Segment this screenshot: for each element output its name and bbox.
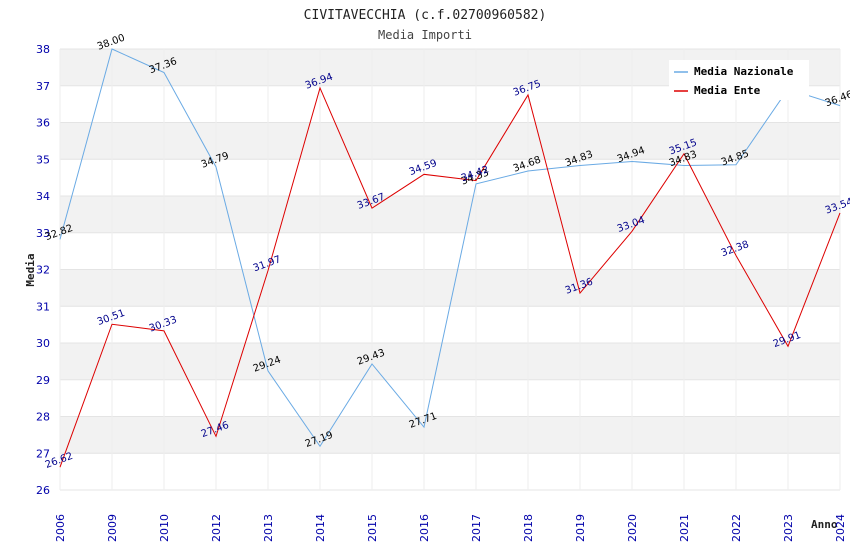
x-tick-label: 2012 xyxy=(210,514,223,542)
y-tick-label: 34 xyxy=(36,190,50,203)
y-tick-label: 28 xyxy=(36,411,50,424)
y-tick-label: 29 xyxy=(36,374,50,387)
x-axis-ticks: 2006 2009 2010 2012 2013 2014 2015 2016 2017 2018… xyxy=(54,514,847,542)
legend: Media Nazionale Media Ente xyxy=(669,60,809,100)
chart-title: CIVITAVECCHIA (c.f.02700960582) xyxy=(304,8,547,23)
legend-box xyxy=(669,60,809,100)
grid-band xyxy=(60,416,840,454)
x-tick-label: 2016 xyxy=(418,514,431,542)
x-tick-label: 2022 xyxy=(730,514,743,542)
y-tick-label: 31 xyxy=(36,300,50,313)
y-tick-label: 38 xyxy=(36,43,50,56)
x-tick-label: 2021 xyxy=(678,514,691,542)
x-tick-label: 2019 xyxy=(574,514,587,542)
x-tick-label: 2024 xyxy=(834,514,847,542)
y-tick-label: 27 xyxy=(36,447,50,460)
x-tick-label: 2015 xyxy=(366,514,379,542)
x-tick-label: 2010 xyxy=(158,514,171,542)
grid-band xyxy=(60,306,840,343)
grid-band xyxy=(60,122,840,160)
x-tick-label: 2020 xyxy=(626,514,639,542)
grid-band xyxy=(60,343,840,380)
grid-band xyxy=(60,232,840,270)
y-tick-label: 35 xyxy=(36,153,50,166)
x-tick-label: 2023 xyxy=(782,514,795,542)
y-tick-label: 32 xyxy=(36,264,50,277)
x-tick-label: 2014 xyxy=(314,514,327,542)
y-tick-label: 37 xyxy=(36,80,50,93)
y-axis-ticks: 26 27 28 29 30 31 32 33 34 35 36 37 38 xyxy=(36,43,50,497)
grid-bands xyxy=(60,49,840,490)
y-tick-label: 33 xyxy=(36,227,50,240)
grid-band xyxy=(60,453,840,490)
x-axis-label: Anno xyxy=(811,518,838,531)
x-tick-label: 2013 xyxy=(262,514,275,542)
chart-subtitle: Media Importi xyxy=(378,28,472,42)
y-tick-label: 30 xyxy=(36,337,50,350)
y-tick-label: 36 xyxy=(36,117,50,130)
grid-band xyxy=(60,196,840,233)
series-lines xyxy=(59,48,841,468)
series-line-media-nazionale xyxy=(59,48,841,448)
grid-band xyxy=(60,269,840,307)
series-line-media-ente xyxy=(59,86,841,468)
x-tick-label: 2009 xyxy=(106,514,119,542)
x-tick-label: 2018 xyxy=(522,514,535,542)
x-tick-label: 2017 xyxy=(470,514,483,542)
y-axis-label: Media xyxy=(24,253,37,286)
grid-band xyxy=(60,379,840,417)
legend-label-media-ente: Media Ente xyxy=(694,84,761,97)
legend-label-media-nazionale: Media Nazionale xyxy=(694,65,794,78)
grid-lines xyxy=(59,48,841,491)
x-tick-label: 2006 xyxy=(54,514,67,542)
y-tick-label: 26 xyxy=(36,484,50,497)
